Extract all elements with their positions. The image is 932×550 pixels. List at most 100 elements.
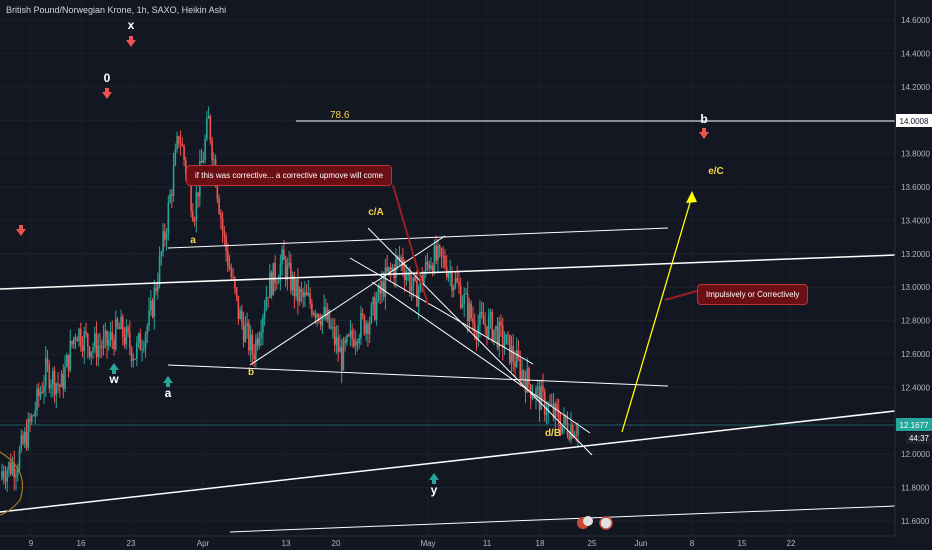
candle-body <box>515 350 518 368</box>
candle-body <box>438 245 441 249</box>
channel-line <box>0 254 896 290</box>
candle-body <box>206 118 208 140</box>
y-tick-label: 14.6000 <box>901 16 930 25</box>
candle-body <box>179 143 182 145</box>
candle-body <box>211 140 213 160</box>
candle-body <box>433 245 436 273</box>
x-tick-label: Jun <box>635 539 648 548</box>
candle-body <box>463 294 466 305</box>
falling-channel-mid-line <box>349 257 534 365</box>
candle-body <box>519 358 522 380</box>
time-axis[interactable]: 9 16 23 Apr 13 20 May 11 18 25 Jun 8 15 22 <box>0 535 895 548</box>
candle-body <box>220 213 222 219</box>
candle-body <box>279 264 282 282</box>
candle-body <box>6 470 9 482</box>
candle-body <box>552 403 555 418</box>
channel-upper-line <box>167 227 669 249</box>
candle-body <box>487 316 490 338</box>
candle-body <box>23 431 26 444</box>
candle-body <box>174 149 177 166</box>
candle-body <box>125 327 128 345</box>
arrow-up-icon <box>163 376 173 383</box>
candle-body <box>452 286 455 291</box>
candle-body <box>58 385 61 387</box>
projection-arrow-line <box>621 195 693 433</box>
candle-body <box>386 267 388 272</box>
candle-body <box>181 144 184 146</box>
candle-body <box>251 334 254 355</box>
candle-body <box>30 415 33 423</box>
candle-body <box>67 354 70 371</box>
candle-body <box>375 300 378 321</box>
arrow-up-icon <box>432 480 436 484</box>
level-label: 14.0008 <box>896 114 932 127</box>
candle-body <box>358 338 360 344</box>
candle-body <box>556 403 558 411</box>
candle-body <box>510 345 513 363</box>
arrow-up-icon <box>166 383 170 387</box>
candle-body <box>482 315 485 325</box>
annotation-impulsive[interactable]: Impulsively or Correctively <box>697 284 809 305</box>
candle-body <box>118 326 121 330</box>
x-tick-label: 20 <box>332 539 341 548</box>
x-tick-label: 16 <box>77 539 86 548</box>
candle-body <box>414 277 416 281</box>
event-icons[interactable] <box>577 516 613 530</box>
candle-body <box>410 286 413 292</box>
candle-body <box>141 349 143 351</box>
candle-body <box>405 275 408 280</box>
candle-body <box>314 313 317 318</box>
candle-body <box>85 331 87 334</box>
candle-body <box>423 274 425 285</box>
candle-body <box>263 309 266 318</box>
candle-body <box>356 341 359 344</box>
candle-body <box>489 312 492 317</box>
y-tick-label: 12.4000 <box>901 383 930 392</box>
candle-body <box>533 397 536 399</box>
x-tick-label: 18 <box>536 539 545 548</box>
candle-body <box>18 449 21 470</box>
candle-body <box>104 330 107 338</box>
candle-body <box>428 263 430 269</box>
candle-body <box>74 337 77 339</box>
candle-body <box>566 422 569 435</box>
candle-body <box>241 310 243 323</box>
candle-body <box>50 384 52 389</box>
wave-label: d/B <box>545 428 561 439</box>
candle-body <box>426 261 429 264</box>
candle-body <box>165 233 168 240</box>
candle-body <box>185 159 187 174</box>
candle-body <box>79 328 82 347</box>
candle-body <box>13 463 16 478</box>
candle-body <box>466 293 469 322</box>
y-tick-label: 13.0000 <box>901 283 930 292</box>
y-tick-label: 13.6000 <box>901 183 930 192</box>
candle-body <box>164 231 166 240</box>
candle-body <box>472 318 474 324</box>
candle-body <box>57 383 59 386</box>
x-tick-label: May <box>420 539 435 548</box>
x-tick-label: 15 <box>738 539 747 548</box>
candle-body <box>148 310 150 327</box>
candle-body <box>258 337 261 346</box>
candle-body <box>332 327 334 329</box>
candle-body <box>381 281 383 294</box>
candle-body <box>209 115 212 141</box>
candle-body <box>342 340 345 371</box>
candle-body <box>501 325 504 348</box>
candle-body <box>234 277 236 288</box>
candle-body <box>486 325 488 338</box>
candle-body <box>44 358 47 386</box>
candle-body <box>232 276 234 278</box>
price-axis[interactable]: 14.600014.400014.200014.000013.800013.60… <box>894 0 930 536</box>
candle-body <box>391 267 394 270</box>
annotation-corrective[interactable]: if this was corrective... a corrective u… <box>186 165 393 186</box>
candle-body <box>459 285 462 308</box>
y-tick-label: 11.8000 <box>901 484 930 493</box>
candle-body <box>4 477 7 482</box>
candle-body <box>307 293 310 296</box>
candle-body <box>573 434 576 438</box>
candle-body <box>360 313 362 339</box>
candle-body <box>465 293 467 295</box>
